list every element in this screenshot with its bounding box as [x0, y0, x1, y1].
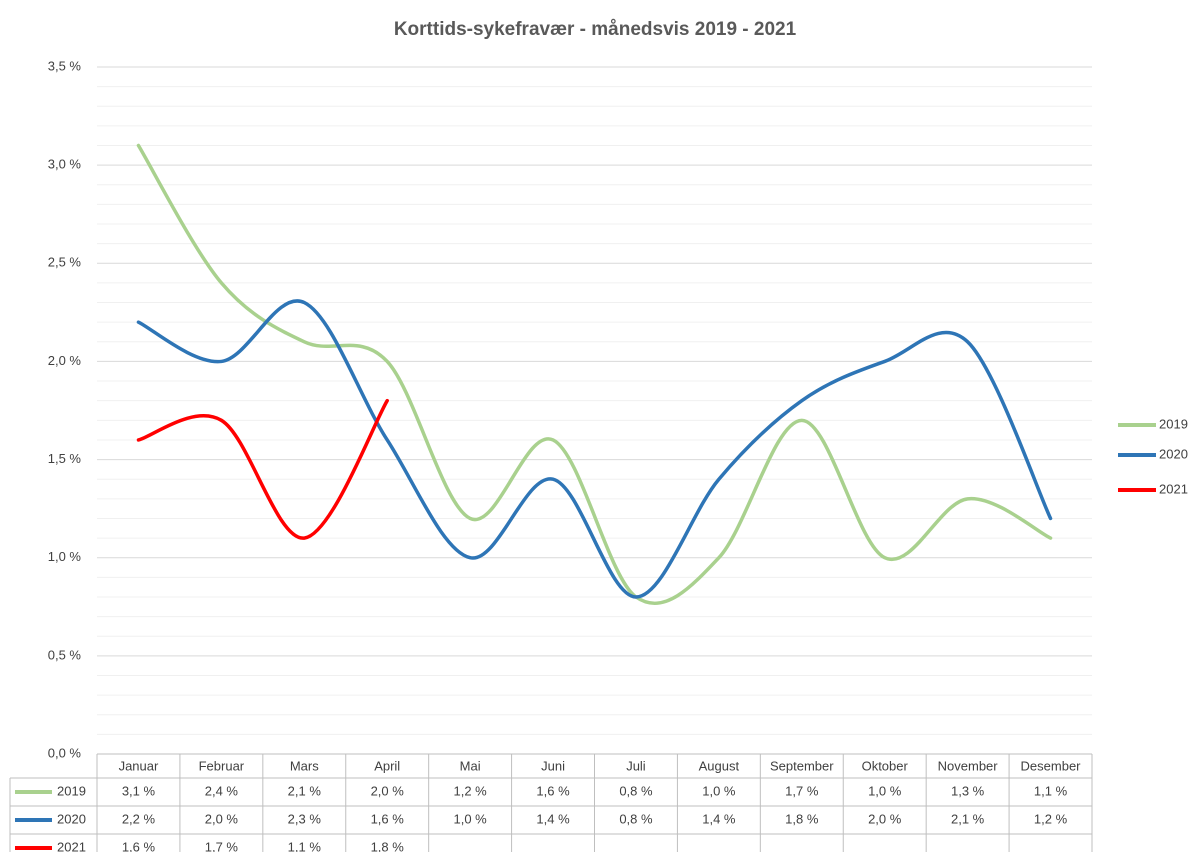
- data-label: 2,0 %: [868, 811, 902, 826]
- x-tick-label: September: [770, 758, 834, 773]
- data-label: 1,0 %: [702, 783, 736, 798]
- x-tick-label: Mars: [290, 758, 319, 773]
- x-tick-label: Juli: [626, 758, 646, 773]
- data-label: 1,0 %: [454, 811, 488, 826]
- legend-label: 2021: [1159, 481, 1188, 496]
- data-label: 0,8 %: [619, 783, 653, 798]
- data-label: 1,6 %: [536, 783, 570, 798]
- y-tick-label: 3,5 %: [48, 58, 82, 73]
- x-tick-label: November: [938, 758, 999, 773]
- x-tick-label: Februar: [199, 758, 245, 773]
- data-label: 2,1 %: [951, 811, 985, 826]
- data-label: 2,3 %: [288, 811, 322, 826]
- x-tick-label: April: [374, 758, 400, 773]
- series-line: [136, 299, 1053, 599]
- y-tick-label: 0,0 %: [48, 745, 82, 760]
- data-label: 1,4 %: [702, 811, 736, 826]
- y-tick-label: 0,5 %: [48, 647, 82, 662]
- data-label: 1,4 %: [536, 811, 570, 826]
- y-tick-label: 3,0 %: [48, 157, 82, 172]
- data-label: 1,1 %: [288, 839, 322, 852]
- series-line: [136, 398, 389, 540]
- table-series-name: 2021: [57, 839, 86, 852]
- x-tick-label: Desember: [1021, 758, 1082, 773]
- data-label: 0,8 %: [619, 811, 653, 826]
- data-label: 1,0 %: [868, 783, 902, 798]
- data-label: 1,2 %: [1034, 811, 1068, 826]
- table-series-name: 2019: [57, 783, 86, 798]
- data-label: 1,8 %: [785, 811, 819, 826]
- data-label: 1,2 %: [454, 783, 488, 798]
- x-tick-label: August: [699, 758, 740, 773]
- data-label: 1,7 %: [205, 839, 239, 852]
- data-label: 2,0 %: [205, 811, 239, 826]
- x-tick-label: Mai: [460, 758, 481, 773]
- data-label: 2,4 %: [205, 783, 239, 798]
- data-label: 1,7 %: [785, 783, 819, 798]
- data-label: 3,1 %: [122, 783, 156, 798]
- legend-label: 2019: [1159, 416, 1188, 431]
- y-tick-label: 1,0 %: [48, 549, 82, 564]
- x-tick-label: Januar: [119, 758, 159, 773]
- data-label: 1,8 %: [371, 839, 405, 852]
- table-series-name: 2020: [57, 811, 86, 826]
- data-label: 1,3 %: [951, 783, 985, 798]
- x-tick-label: Oktober: [862, 758, 909, 773]
- x-tick-label: Juni: [541, 758, 565, 773]
- y-tick-label: 2,5 %: [48, 255, 82, 270]
- data-label: 1,6 %: [371, 811, 405, 826]
- data-label: 2,0 %: [371, 783, 405, 798]
- series-line: [136, 143, 1053, 605]
- chart-title: Korttids-sykefravær - månedsvis 2019 - 2…: [394, 19, 797, 40]
- data-label: 2,1 %: [288, 783, 322, 798]
- y-tick-label: 2,0 %: [48, 353, 82, 368]
- data-label: 1,6 %: [122, 839, 156, 852]
- data-label: 2,2 %: [122, 811, 156, 826]
- y-tick-label: 1,5 %: [48, 451, 82, 466]
- data-label: 1,1 %: [1034, 783, 1068, 798]
- legend-label: 2020: [1159, 446, 1188, 461]
